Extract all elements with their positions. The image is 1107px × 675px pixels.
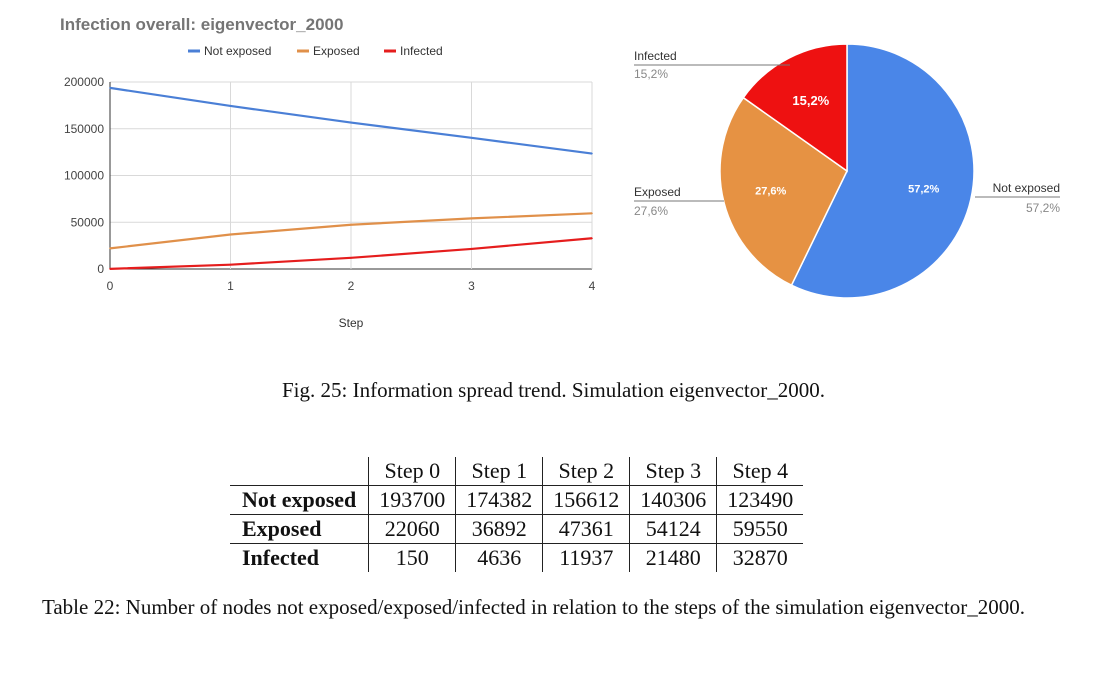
data-point xyxy=(350,257,352,259)
table-header-row: Step 0 Step 1 Step 2 Step 3 Step 4 xyxy=(230,457,804,486)
y-tick-label: 0 xyxy=(97,262,104,276)
data-point xyxy=(109,247,111,250)
slice-name-label: Exposed xyxy=(634,185,681,199)
table-cell: 47361 xyxy=(542,514,630,544)
table-header-cell: Step 3 xyxy=(629,457,717,486)
table-cell: 36892 xyxy=(455,514,543,544)
table-row: Not exposed 193700 174382 156612 140306 … xyxy=(230,485,804,515)
data-point xyxy=(109,87,111,89)
table-cell: 150 xyxy=(395,545,429,570)
table-row-label: Not exposed xyxy=(230,485,370,515)
data-point xyxy=(470,137,473,139)
data-point xyxy=(229,263,232,266)
table-cell: 174382 xyxy=(455,485,543,515)
table-corner-cell xyxy=(230,457,370,486)
table-cell: 4636 xyxy=(455,543,543,572)
data-point xyxy=(591,212,593,215)
x-tick-label: 0 xyxy=(107,279,114,293)
table-header-cell: Step 0 xyxy=(368,457,456,486)
slice-name-label: Not exposed xyxy=(993,181,1060,195)
pie-slice xyxy=(790,43,975,299)
table-cell: 32870 xyxy=(716,543,804,572)
y-tick-label: 50000 xyxy=(71,215,105,229)
slice-value-label: 57,2% xyxy=(908,184,939,196)
pie-slice xyxy=(742,43,848,173)
legend-label: Infected xyxy=(400,44,443,58)
slice-value-label: 27,6% xyxy=(755,186,786,198)
table-cell: 22060 xyxy=(384,516,440,541)
data-point xyxy=(350,121,352,124)
x-axis-label: Step xyxy=(339,316,364,330)
slice-percent-label: 15,2% xyxy=(634,67,668,81)
x-tick-label: 4 xyxy=(589,279,596,293)
table-header-cell: Step 4 xyxy=(716,457,804,486)
pie-slice xyxy=(719,96,848,287)
x-tick-label: 2 xyxy=(348,279,355,293)
y-tick-label: 150000 xyxy=(64,122,104,136)
table-cell: 11937 xyxy=(542,543,630,572)
table-cell: 54124 xyxy=(629,514,717,544)
chart-title: Infection overall: eigenvector_2000 xyxy=(60,15,343,34)
table-row: Exposed 22060 36892 47361 54124 59550 xyxy=(230,514,804,544)
table-header-cell: Step 1 xyxy=(455,457,543,486)
table-cell: 21480 xyxy=(629,543,717,572)
table-cell: 140306 xyxy=(629,485,717,515)
data-point xyxy=(229,105,232,107)
x-tick-label: 3 xyxy=(468,279,475,293)
figure-caption: Fig. 25: Information spread trend. Simul… xyxy=(282,378,825,402)
slice-value-label: 15,2% xyxy=(792,93,829,108)
legend-label: Exposed xyxy=(313,44,360,58)
y-tick-label: 100000 xyxy=(64,169,104,183)
table-header-cell: Step 2 xyxy=(542,457,630,486)
x-tick-label: 1 xyxy=(227,279,234,293)
data-point xyxy=(470,248,473,250)
legend-label: Not exposed xyxy=(204,44,271,58)
table-cell: 156612 xyxy=(542,485,630,515)
table-row: Infected 150 4636 11937 21480 32870 xyxy=(230,543,804,572)
data-table: Step 0 Step 1 Step 2 Step 3 Step 4 Not e… xyxy=(230,457,804,572)
slice-percent-label: 57,2% xyxy=(1026,201,1060,215)
data-point xyxy=(229,233,232,236)
table-cell: 123490 xyxy=(716,485,804,515)
slice-percent-label: 27,6% xyxy=(634,204,668,218)
data-point xyxy=(591,152,593,155)
data-point xyxy=(591,237,593,240)
data-point xyxy=(350,223,352,226)
pie-chart: 57,2% Not exposed 57,2% 27,6% Exposed 27,6% 15… xyxy=(634,43,1060,299)
data-point xyxy=(470,217,473,220)
data-point xyxy=(109,268,111,270)
line-chart: Infection overall: eigenvector_2000 0 5000… xyxy=(60,15,596,330)
slice-name-label: Infected xyxy=(634,49,677,63)
table-row-label: Infected xyxy=(230,543,370,572)
table-cell: 59550 xyxy=(716,514,804,544)
table-cell: 193700 xyxy=(379,487,446,512)
table-caption: Table 22: Number of nodes not exposed/ex… xyxy=(42,595,1025,619)
table-row-label: Exposed xyxy=(230,514,370,544)
y-tick-label: 200000 xyxy=(64,75,104,89)
